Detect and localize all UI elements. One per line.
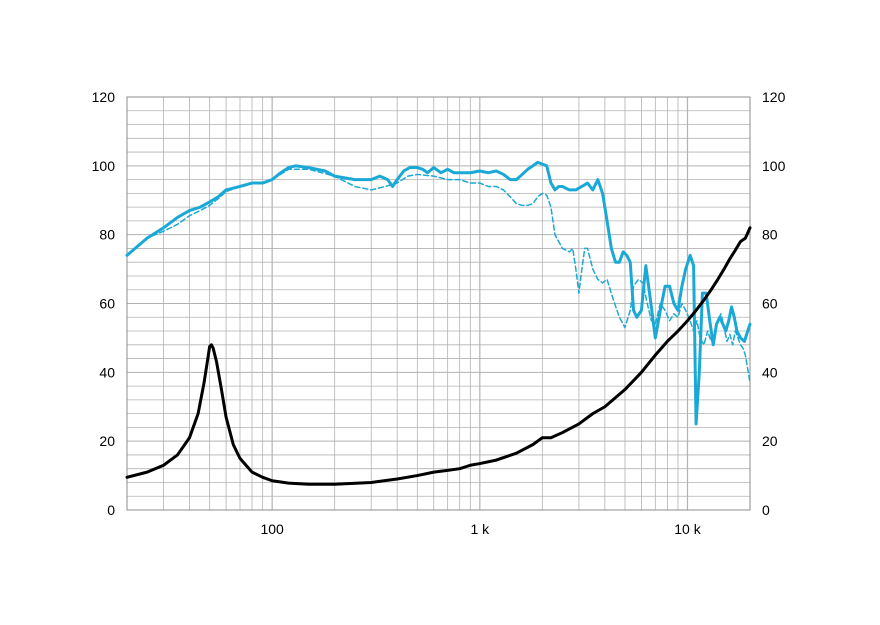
- x-tick-label: 1 k: [470, 521, 490, 537]
- series-group: [125, 160, 752, 486]
- y2-tick-label: 120: [762, 89, 786, 105]
- y2-tick-label: 60: [762, 296, 778, 312]
- y-tick-label: 100: [92, 158, 116, 174]
- y2-tick-label: 40: [762, 364, 778, 380]
- plot-border: [126, 96, 751, 511]
- grid: [126, 96, 751, 511]
- series-line-response_off_axis: [126, 168, 751, 384]
- x-tick-label: 100: [260, 521, 284, 537]
- y-tick-label: 120: [92, 89, 116, 105]
- y2-tick-label: 0: [762, 502, 770, 518]
- y-tick-label: 80: [99, 227, 115, 243]
- series-line-impedance: [125, 226, 752, 486]
- y-tick-label: 0: [107, 502, 115, 518]
- y2-tick-label: 100: [762, 158, 786, 174]
- series-line-response_on_axis: [125, 160, 752, 426]
- y2-tick-label: 80: [762, 227, 778, 243]
- plot-frame: [126, 96, 751, 511]
- y-tick-label: 60: [99, 296, 115, 312]
- y-tick-label: 20: [99, 433, 115, 449]
- axis-labels: 0 20 40 60 80 100 120 0 20 40 60 80 100 120 100 1 k 10 k: [92, 89, 786, 537]
- y2-tick-label: 20: [762, 433, 778, 449]
- x-tick-label: 10 k: [674, 521, 701, 537]
- y-tick-label: 40: [99, 364, 115, 380]
